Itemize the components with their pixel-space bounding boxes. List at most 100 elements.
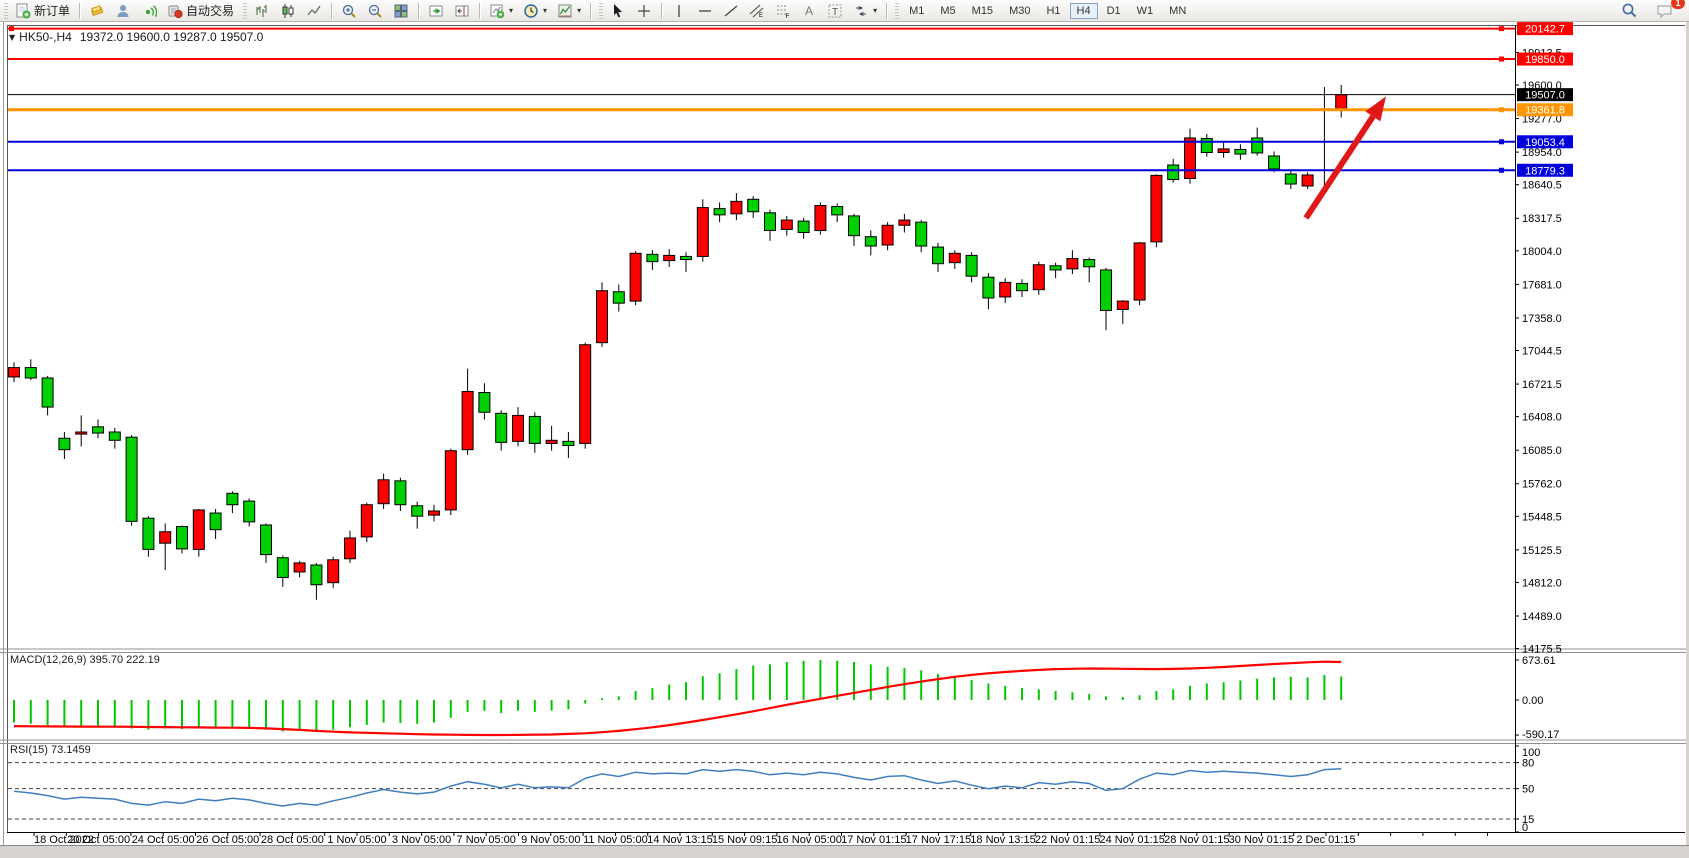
one-click-trading-toggle[interactable]: ▼ (9, 33, 16, 42)
fibonacci-tool-button[interactable]: F (770, 0, 796, 22)
signals-button[interactable] (136, 0, 162, 22)
candle-down (680, 255, 692, 261)
community-button[interactable] (110, 0, 136, 22)
toolbar-separator (418, 2, 420, 19)
chart-shift-button[interactable] (449, 0, 475, 22)
timeframe-button-D1[interactable]: D1 (1106, 4, 1121, 17)
timeframe-button-M15[interactable]: M15 (971, 4, 994, 17)
chat-bubble-icon (1657, 5, 1672, 18)
level-line-handle[interactable] (9, 26, 14, 32)
price-axis-tick-label: 16721.5 (1522, 379, 1562, 391)
search-button[interactable] (1616, 0, 1643, 22)
timeframe-button-H1[interactable]: H1 (1046, 4, 1061, 17)
horizontal-line-tool-button[interactable] (692, 0, 718, 22)
template-button[interactable]: ▾ (552, 0, 586, 22)
tile-windows-button[interactable] (388, 0, 414, 22)
svg-text:A: A (805, 4, 813, 18)
candle-up (898, 219, 911, 226)
candle-down (965, 254, 978, 277)
timeframe-button-M5[interactable]: M5 (940, 4, 956, 17)
trendline-icon (724, 5, 738, 16)
price-axis-tick-label: 15448.5 (1522, 511, 1562, 523)
timeframe-button-M30[interactable]: M30 (1009, 4, 1031, 17)
svg-text:E: E (759, 13, 763, 19)
auto-trading-button[interactable]: 自动交易 (162, 0, 239, 22)
candle-up (814, 205, 827, 231)
zoom-in-button[interactable] (336, 0, 362, 22)
candle-down (982, 276, 995, 299)
candle-down (562, 440, 575, 447)
candle-down (1016, 282, 1028, 292)
line-chart-mode-button[interactable] (301, 0, 327, 22)
crosshair-tool-button[interactable] (631, 0, 657, 22)
macd-signal-line (13, 660, 1342, 737)
candle-down (1284, 173, 1297, 185)
chart-shift-icon (455, 5, 469, 16)
candle-up (293, 562, 306, 573)
level-line-handle[interactable] (1499, 107, 1504, 113)
dropdown-caret-icon: ▾ (509, 6, 514, 15)
toolbar-separator (661, 2, 663, 19)
dropdown-caret-icon: ▾ (577, 6, 582, 15)
arrows-tool-button[interactable]: ▾ (848, 0, 882, 22)
arrow-annotation-shaft[interactable] (1303, 114, 1376, 220)
time-axis-label: 18 Oct 2022 (34, 834, 94, 846)
window-bottom-edge (0, 846, 1689, 858)
candle-down (1083, 259, 1096, 268)
candle-down (612, 291, 625, 304)
period-button[interactable]: ▾ (518, 0, 552, 22)
new-chart-button[interactable]: ▾ (484, 0, 518, 22)
timeframe-button-M1[interactable]: M1 (909, 4, 925, 17)
text-label-tool-button[interactable]: T (822, 0, 848, 22)
time-axis-label: 14 Nov 13:15 (647, 834, 712, 846)
timeframe-button-H4[interactable]: H4 (1069, 2, 1098, 19)
chart-symbol-period: HK50-,H4 (19, 30, 72, 44)
bar-chart-mode-button[interactable] (249, 0, 275, 22)
time-axis-label: 1 Nov 05:00 (327, 834, 386, 846)
candlestick-mode-button[interactable] (275, 0, 301, 22)
cursor-icon (614, 3, 623, 17)
price-axis-tick-label: 16408.0 (1522, 412, 1562, 424)
time-axis-label: 3 Nov 05:00 (392, 834, 451, 846)
metaeditor-button[interactable] (84, 0, 110, 22)
level-line-handle[interactable] (1499, 139, 1504, 145)
arrows-icon (856, 5, 867, 16)
level-line-handle[interactable] (1499, 56, 1504, 62)
auto-scroll-button[interactable] (423, 0, 449, 22)
rsi-axis-tick-label: 15 (1522, 814, 1534, 826)
timeframe-button-W1[interactable]: W1 (1136, 4, 1154, 17)
toolbar-grip (895, 2, 900, 19)
candle-down (747, 198, 760, 213)
toolbar-right-group: 1 (1616, 0, 1685, 22)
cursor-tool-button[interactable] (605, 0, 631, 22)
new-order-button[interactable]: 新订单 (10, 0, 75, 22)
trendline-tool-button[interactable] (718, 0, 744, 22)
time-axis-label: 2 Dec 01:15 (1296, 834, 1355, 846)
toolbar-separator (886, 2, 888, 19)
zoom-in-icon (342, 4, 356, 18)
horizontal-line-icon (699, 9, 712, 12)
zoom-out-icon (368, 4, 382, 18)
time-axis-label: 15 Nov 09:15 (712, 834, 777, 846)
timeframe-button-MN[interactable]: MN (1169, 4, 1187, 17)
equidistant-channel-tool-button[interactable]: E (744, 0, 770, 22)
price-level-badge (1517, 135, 1573, 149)
candle-down (1167, 164, 1180, 181)
svg-text:T: T (832, 7, 838, 18)
candle-up (579, 344, 592, 444)
arrow-annotation-head[interactable] (1365, 96, 1386, 122)
notification-count-badge: 1 (1671, 0, 1685, 9)
notifications-button[interactable]: 1 (1651, 0, 1685, 22)
level-line-handle[interactable] (1499, 26, 1504, 32)
candle-down (276, 557, 289, 578)
candle-up (428, 510, 440, 516)
new-order-icon (16, 3, 31, 18)
level-line-handle[interactable] (1499, 167, 1504, 173)
text-tool-button[interactable]: A (796, 0, 822, 22)
time-axis-label: 24 Oct 05:00 (132, 834, 195, 846)
vertical-line-tool-button[interactable] (666, 0, 692, 22)
candle-up (461, 390, 474, 451)
zoom-out-button[interactable] (362, 0, 388, 22)
